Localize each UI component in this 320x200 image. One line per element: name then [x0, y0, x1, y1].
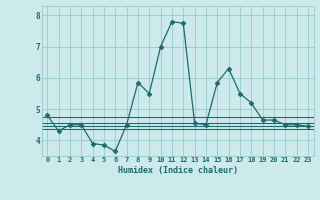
X-axis label: Humidex (Indice chaleur): Humidex (Indice chaleur) — [118, 166, 237, 175]
